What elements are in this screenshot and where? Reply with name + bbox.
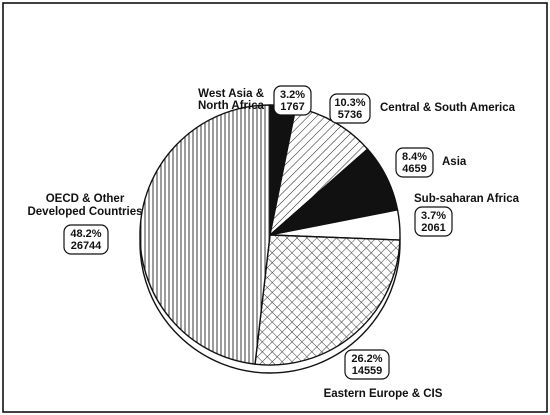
slice-percent-central-south-america: 10.3% bbox=[334, 97, 365, 109]
value-box-sub-saharan-africa bbox=[414, 206, 453, 237]
slice-label-west-asia-line2: North Africa bbox=[198, 100, 265, 112]
value-box-eastern-europe-cis bbox=[344, 349, 390, 380]
slice-percent-oecd: 48.2% bbox=[70, 228, 101, 240]
slice-value-asia: 4659 bbox=[402, 163, 426, 175]
pie-slice-eastern-europe-cis bbox=[254, 234, 401, 366]
label-group-asia: 8.4% 4659 Asia bbox=[395, 147, 467, 178]
label-group-oecd: OECD & Other Developed Countries 48.2% 2… bbox=[27, 193, 143, 255]
slice-label-central-south-america: Central & South America bbox=[380, 102, 516, 114]
pie-slice-oecd-other-developed-countries bbox=[139, 104, 271, 365]
slice-label-sub-saharan-africa: Sub-saharan Africa bbox=[414, 193, 520, 205]
slice-label-west-asia-line1: West Asia & bbox=[198, 88, 264, 100]
slice-label-asia: Asia bbox=[442, 156, 467, 168]
slice-value-west-asia: 1767 bbox=[280, 101, 304, 113]
pie-layer bbox=[139, 104, 401, 374]
label-group-sub-saharan-africa: Sub-saharan Africa 3.7% 2061 bbox=[414, 193, 520, 237]
label-group-central-south-america: 10.3% 5736 Central & South America bbox=[329, 93, 516, 124]
value-box-west-asia bbox=[273, 85, 312, 116]
slice-percent-sub-saharan-africa: 3.7% bbox=[421, 210, 446, 222]
slice-value-sub-saharan-africa: 2061 bbox=[421, 222, 445, 234]
label-group-eastern-europe-cis: 26.2% 14559 Eastern Europe & CIS bbox=[324, 349, 443, 400]
label-group-west-asia: West Asia & North Africa 3.2% 1767 bbox=[198, 85, 312, 116]
value-box-asia bbox=[395, 147, 434, 178]
slice-percent-eastern-europe-cis: 26.2% bbox=[351, 353, 382, 365]
slice-value-eastern-europe-cis: 14559 bbox=[352, 365, 383, 377]
slice-label-eastern-europe-cis: Eastern Europe & CIS bbox=[324, 388, 443, 400]
value-box-central-south-america bbox=[329, 93, 371, 124]
value-box-oecd bbox=[63, 224, 109, 255]
slice-label-oecd-line1: OECD & Other bbox=[46, 193, 125, 205]
slice-label-oecd-line2: Developed Countries bbox=[27, 206, 142, 218]
slice-percent-asia: 8.4% bbox=[402, 151, 427, 163]
slice-value-central-south-america: 5736 bbox=[338, 109, 362, 121]
slice-percent-west-asia: 3.2% bbox=[280, 89, 305, 101]
slice-value-oecd: 26744 bbox=[71, 240, 102, 252]
